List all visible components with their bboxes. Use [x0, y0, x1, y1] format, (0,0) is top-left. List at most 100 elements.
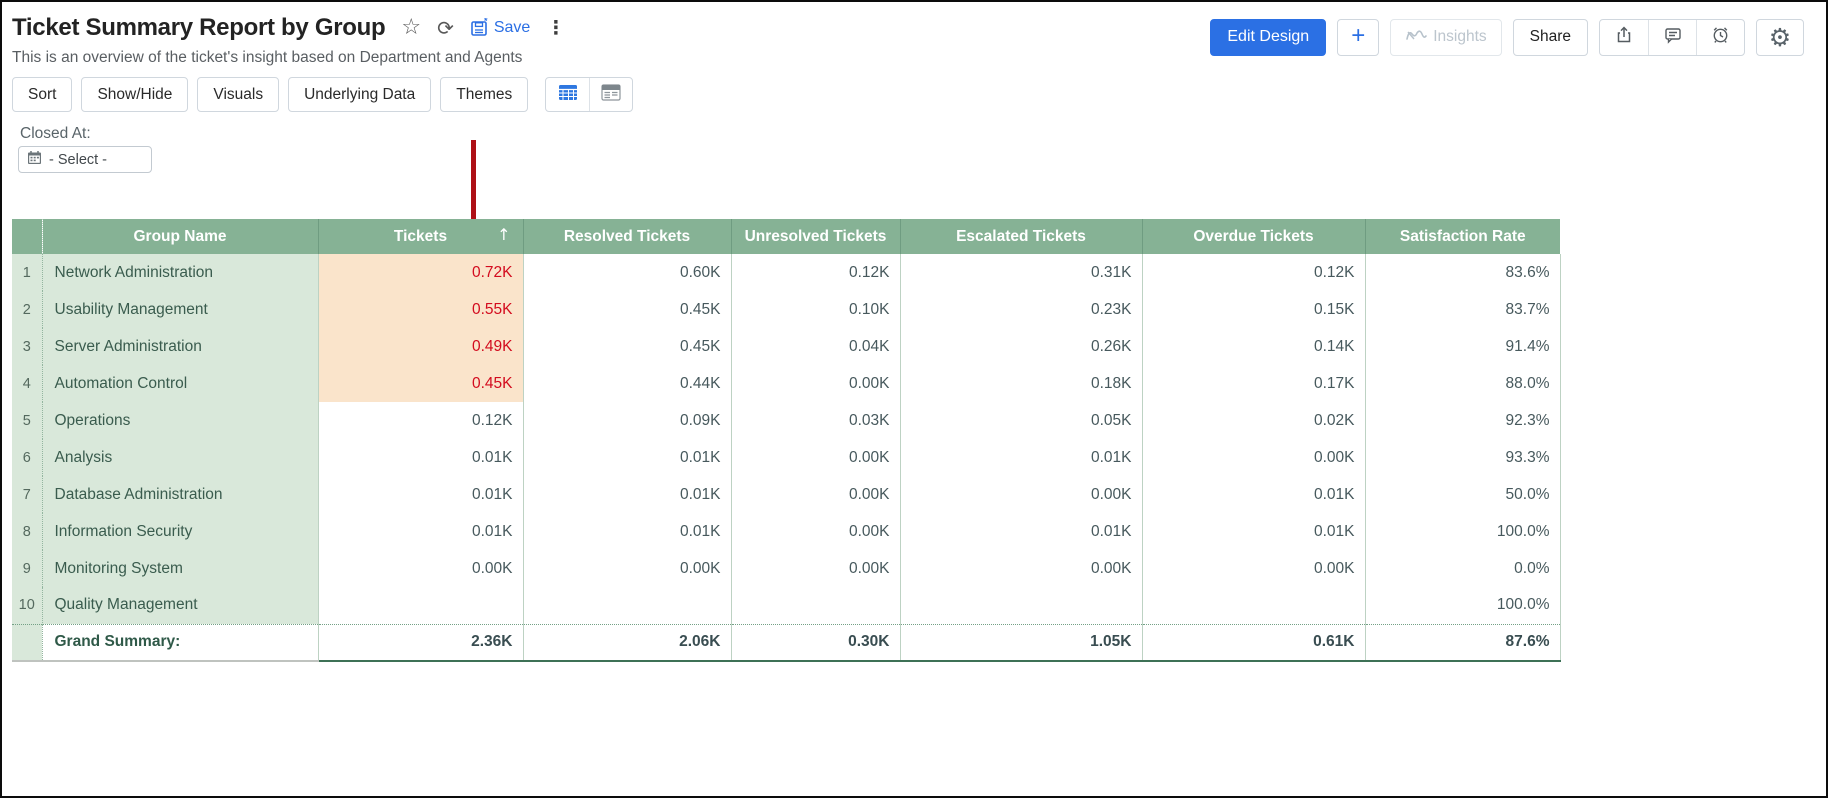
escalated-cell[interactable]: 0.01K	[899, 439, 1142, 476]
group-name-cell[interactable]: Server Administration	[42, 328, 318, 365]
tickets-cell[interactable]: 0.12K	[317, 402, 523, 439]
visuals-button[interactable]: Visuals	[197, 77, 280, 112]
column-header-resolved-tickets[interactable]: Resolved Tickets	[522, 219, 731, 254]
overdue-cell[interactable]: 0.01K	[1141, 476, 1365, 513]
save-button[interactable]: * Save	[470, 16, 530, 38]
column-header-tickets[interactable]: Tickets ↑	[317, 219, 523, 254]
satisfaction-cell[interactable]: 83.6%	[1364, 254, 1561, 291]
unresolved-cell[interactable]: 0.00K	[730, 513, 900, 550]
unresolved-cell[interactable]	[730, 587, 900, 624]
escalated-cell[interactable]: 0.31K	[899, 254, 1142, 291]
unresolved-cell[interactable]: 0.00K	[730, 439, 900, 476]
resolved-cell[interactable]: 0.09K	[522, 402, 731, 439]
edit-design-button[interactable]: Edit Design	[1210, 18, 1327, 56]
satisfaction-cell[interactable]: 88.0%	[1364, 365, 1561, 402]
unresolved-cell[interactable]: 0.00K	[730, 365, 900, 402]
unresolved-cell[interactable]: 0.00K	[730, 476, 900, 513]
tickets-cell[interactable]: 0.01K	[317, 439, 523, 476]
overdue-cell[interactable]: 0.01K	[1141, 513, 1365, 550]
resolved-cell[interactable]: 0.00K	[522, 550, 731, 587]
group-name-cell[interactable]: Automation Control	[42, 365, 318, 402]
group-name-cell[interactable]: Network Administration	[42, 254, 318, 291]
unresolved-cell[interactable]: 0.10K	[730, 291, 900, 328]
unresolved-cell[interactable]: 0.03K	[730, 402, 900, 439]
satisfaction-cell[interactable]: 92.3%	[1364, 402, 1561, 439]
escalated-cell[interactable]: 0.00K	[899, 550, 1142, 587]
resolved-cell[interactable]: 0.45K	[522, 328, 731, 365]
overdue-cell[interactable]: 0.02K	[1141, 402, 1365, 439]
resolved-cell[interactable]	[522, 587, 731, 624]
satisfaction-cell[interactable]: 50.0%	[1364, 476, 1561, 513]
report-header: Ticket Summary Report by Group ☆ ⟳ * Sav…	[12, 14, 565, 42]
tickets-cell[interactable]	[317, 587, 523, 624]
satisfaction-cell[interactable]: 93.3%	[1364, 439, 1561, 476]
show-hide-button[interactable]: Show/Hide	[81, 77, 189, 112]
closed-at-select[interactable]: - Select -	[18, 146, 152, 173]
escalated-cell[interactable]: 0.01K	[899, 513, 1142, 550]
group-name-cell[interactable]: Information Security	[42, 513, 318, 550]
unresolved-cell[interactable]: 0.00K	[730, 550, 900, 587]
unresolved-cell[interactable]: 0.12K	[730, 254, 900, 291]
table-view-button[interactable]	[546, 78, 589, 111]
column-header-group-name[interactable]: Group Name	[42, 219, 318, 254]
overdue-cell[interactable]: 0.00K	[1141, 550, 1365, 587]
add-button[interactable]: +	[1337, 18, 1380, 56]
group-name-cell[interactable]: Usability Management	[42, 291, 318, 328]
favorite-button[interactable]: ☆	[401, 17, 421, 39]
escalated-cell[interactable]: 0.05K	[899, 402, 1142, 439]
tickets-cell[interactable]: 0.00K	[317, 550, 523, 587]
comments-button[interactable]	[1648, 19, 1696, 55]
sort-button[interactable]: Sort	[12, 77, 73, 112]
tickets-cell[interactable]: 0.55K	[317, 291, 523, 328]
column-header-satisfaction-rate[interactable]: Satisfaction Rate	[1364, 219, 1560, 254]
resolved-cell[interactable]: 0.01K	[522, 476, 731, 513]
resolved-cell[interactable]: 0.01K	[522, 513, 731, 550]
resolved-cell[interactable]: 0.44K	[522, 365, 731, 402]
tickets-cell[interactable]: 0.01K	[317, 513, 523, 550]
overdue-cell[interactable]: 0.12K	[1141, 254, 1365, 291]
escalated-cell[interactable]	[899, 587, 1142, 624]
group-name-cell[interactable]: Database Administration	[42, 476, 318, 513]
column-header-escalated-tickets[interactable]: Escalated Tickets	[899, 219, 1142, 254]
compact-view-button[interactable]	[589, 78, 632, 111]
satisfaction-cell[interactable]: 91.4%	[1364, 328, 1561, 365]
overdue-cell[interactable]: 0.14K	[1141, 328, 1365, 365]
themes-button[interactable]: Themes	[440, 77, 529, 112]
satisfaction-cell[interactable]: 100.0%	[1364, 587, 1561, 624]
tickets-cell[interactable]: 0.45K	[317, 365, 523, 402]
tickets-cell[interactable]: 0.49K	[317, 328, 523, 365]
escalated-cell[interactable]: 0.00K	[899, 476, 1142, 513]
column-header-unresolved-tickets[interactable]: Unresolved Tickets	[730, 219, 900, 254]
group-name-cell[interactable]: Quality Management	[42, 587, 318, 624]
group-name-cell[interactable]: Operations	[42, 402, 318, 439]
group-name-cell[interactable]: Monitoring System	[42, 550, 318, 587]
escalated-cell[interactable]: 0.23K	[899, 291, 1142, 328]
resolved-cell[interactable]: 0.60K	[522, 254, 731, 291]
overdue-cell[interactable]: 0.17K	[1141, 365, 1365, 402]
group-name-cell[interactable]: Analysis	[42, 439, 318, 476]
tickets-cell[interactable]: 0.72K	[317, 254, 523, 291]
zia-insights-button[interactable]: Insights	[1390, 18, 1502, 56]
tickets-cell[interactable]: 0.01K	[317, 476, 523, 513]
refresh-button[interactable]: ⟳	[437, 18, 454, 38]
settings-button[interactable]: ⚙	[1756, 18, 1804, 56]
unresolved-cell[interactable]: 0.04K	[730, 328, 900, 365]
column-header-overdue-tickets[interactable]: Overdue Tickets	[1141, 219, 1365, 254]
export-button[interactable]	[1600, 20, 1648, 55]
schedule-button[interactable]	[1696, 19, 1744, 55]
resolved-cell[interactable]: 0.45K	[522, 291, 731, 328]
overdue-cell[interactable]	[1141, 587, 1365, 624]
overdue-cell[interactable]: 0.15K	[1141, 291, 1365, 328]
satisfaction-cell[interactable]: 100.0%	[1364, 513, 1561, 550]
more-options-button[interactable]: ⋮	[546, 18, 565, 38]
escalated-cell[interactable]: 0.26K	[899, 328, 1142, 365]
share-button[interactable]: Share	[1512, 18, 1588, 56]
resolved-cell[interactable]: 0.01K	[522, 439, 731, 476]
overdue-cell[interactable]: 0.00K	[1141, 439, 1365, 476]
satisfaction-cell[interactable]: 83.7%	[1364, 291, 1561, 328]
filter-value: - Select -	[49, 151, 108, 168]
escalated-cell[interactable]: 0.18K	[899, 365, 1142, 402]
satisfaction-cell[interactable]: 0.0%	[1364, 550, 1561, 587]
underlying-data-button[interactable]: Underlying Data	[288, 77, 432, 112]
sort-asc-icon[interactable]: ↑	[497, 225, 511, 244]
